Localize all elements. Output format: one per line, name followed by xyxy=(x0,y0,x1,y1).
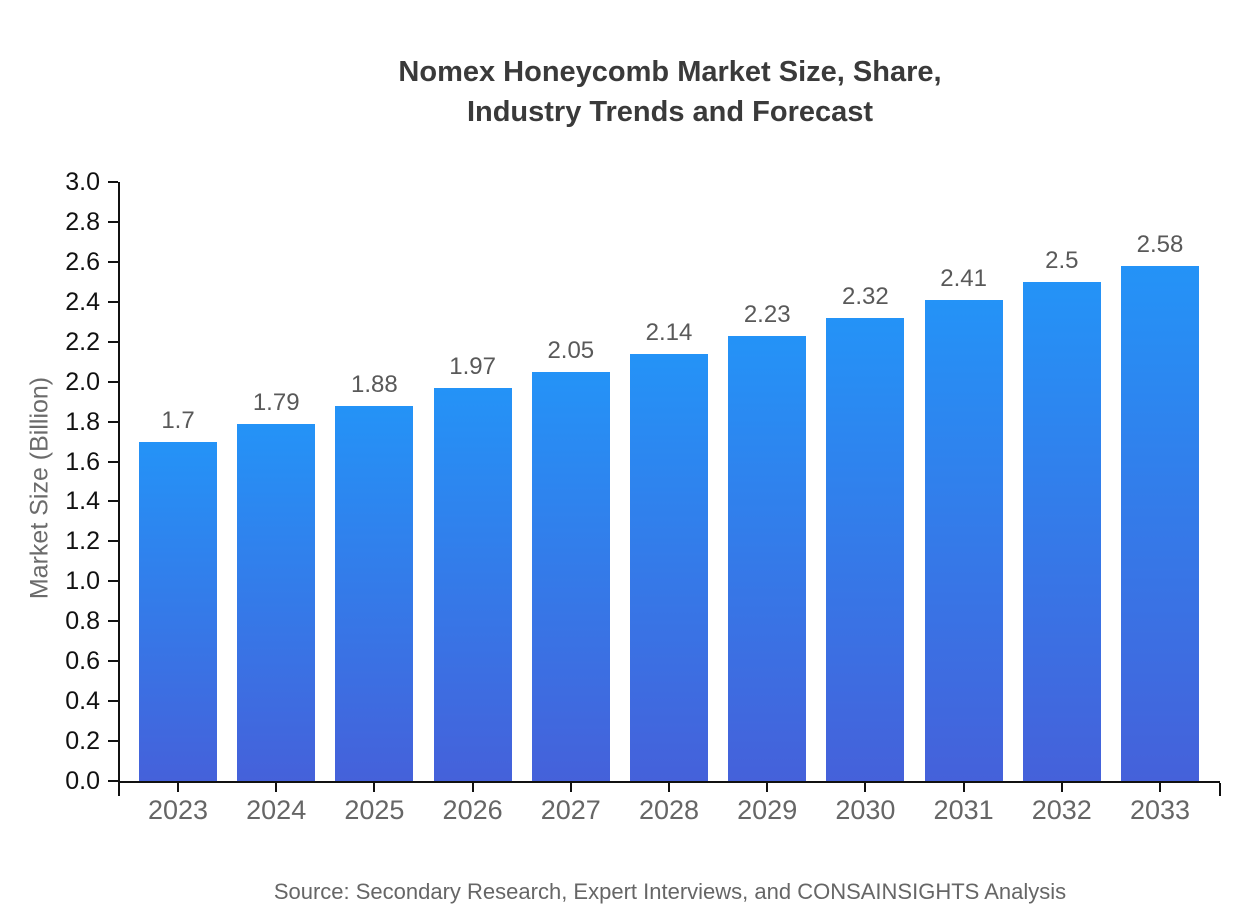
y-tick-mark xyxy=(108,780,118,782)
x-tick-label-2030: 2030 xyxy=(835,795,896,825)
x-tick-mark-2030 xyxy=(864,783,867,792)
x-tick-mark-2025 xyxy=(373,783,376,792)
x-tick-label-2033: 2033 xyxy=(1129,795,1191,825)
x-tick-label-2031: 2031 xyxy=(933,795,994,825)
bar-2032 xyxy=(1022,281,1101,781)
bar-2030 xyxy=(826,317,905,781)
y-tick-mark xyxy=(108,700,118,703)
x-tick-label-2032: 2032 xyxy=(1031,795,1092,825)
bar-2027 xyxy=(531,371,610,781)
y-tick-label: 1.8 xyxy=(65,407,100,436)
y-tick-mark xyxy=(108,500,118,503)
y-tick-mark xyxy=(108,540,118,543)
bar-2024 xyxy=(237,423,316,781)
bar-value-label-2023: 1.7 xyxy=(161,406,195,434)
bar-2026 xyxy=(433,387,512,781)
y-tick-label: 0.4 xyxy=(65,687,100,716)
y-tick-label: 3.0 xyxy=(65,168,100,196)
y-tick-mark xyxy=(108,580,118,583)
bar-value-label-2025: 1.88 xyxy=(351,370,398,398)
x-tick-mark-2028 xyxy=(668,783,670,792)
y-tick-label: 0.6 xyxy=(65,647,100,676)
x-tick-label-2029: 2029 xyxy=(737,795,798,825)
bar-2023 xyxy=(139,441,217,781)
y-tick-mark xyxy=(108,620,118,623)
x-tick-label-2024: 2024 xyxy=(246,795,307,825)
x-tick-mark-2023 xyxy=(177,783,179,792)
x-tick-mark-2029 xyxy=(766,783,769,792)
x-axis-left-end-tick xyxy=(118,783,120,796)
y-tick-label: 2.8 xyxy=(65,207,100,236)
y-tick-label: 2.2 xyxy=(65,327,100,356)
bar-2033 xyxy=(1121,265,1199,781)
bar-value-label-2026: 1.97 xyxy=(449,352,496,380)
y-tick-mark xyxy=(108,380,118,383)
y-tick-label: 0.0 xyxy=(65,767,100,795)
x-tick-label-2026: 2026 xyxy=(442,795,503,825)
y-tick-label: 1.2 xyxy=(65,527,100,556)
y-tick-mark xyxy=(108,220,118,223)
bar-value-label-2032: 2.5 xyxy=(1045,246,1079,274)
y-tick-label: 0.8 xyxy=(65,607,100,636)
bar-value-label-2029: 2.23 xyxy=(743,300,791,328)
y-tick-label: 1.4 xyxy=(65,487,100,516)
y-tick-mark xyxy=(108,460,118,463)
x-tick-mark-2033 xyxy=(1159,783,1161,792)
bar-value-label-2028: 2.14 xyxy=(645,318,693,346)
bar-2029 xyxy=(728,335,807,781)
y-tick-mark xyxy=(108,181,118,183)
bar-2025 xyxy=(335,405,414,781)
y-tick-mark xyxy=(108,300,118,303)
bar-2028 xyxy=(630,353,708,781)
y-tick-label: 2.6 xyxy=(65,247,100,276)
y-tick-mark xyxy=(108,660,118,663)
x-tick-label-2028: 2028 xyxy=(638,795,700,825)
x-tick-mark-2024 xyxy=(275,783,278,792)
chart-title: Nomex Honeycomb Market Size, Share, Indu… xyxy=(80,52,1260,132)
y-tick-label: 2.0 xyxy=(65,367,100,396)
bar-value-label-2033: 2.58 xyxy=(1136,230,1184,258)
x-tick-label-2027: 2027 xyxy=(540,795,601,825)
y-tick-label: 0.2 xyxy=(65,727,100,756)
x-tick-mark-2026 xyxy=(471,783,474,792)
x-tick-mark-2032 xyxy=(1060,783,1063,792)
bar-value-label-2031: 2.41 xyxy=(940,264,987,292)
x-axis-right-end-tick xyxy=(1219,783,1221,796)
x-tick-label-2023: 2023 xyxy=(147,795,209,825)
y-tick-label: 1.0 xyxy=(65,567,100,596)
bar-value-label-2030: 2.32 xyxy=(842,282,889,310)
y-tick-mark xyxy=(108,340,118,343)
x-tick-mark-2031 xyxy=(962,783,965,792)
source-caption: Source: Secondary Research, Expert Inter… xyxy=(273,879,1067,904)
y-tick-label: 1.6 xyxy=(65,447,100,476)
bar-value-label-2027: 2.05 xyxy=(547,336,595,364)
bar-value-label-2024: 1.79 xyxy=(252,388,300,416)
bar-2031 xyxy=(924,299,1003,781)
y-tick-label: 2.4 xyxy=(65,287,100,316)
y-tick-mark xyxy=(108,260,118,263)
chart-title-line-1: Nomex Honeycomb Market Size, Share, xyxy=(398,56,942,88)
x-tick-label-2025: 2025 xyxy=(344,795,405,825)
y-tick-mark xyxy=(108,420,118,423)
plot-area: 0.0 0.2 0.4 0.6 0.8 1.0 1.2 1.4 1.6 1.8 2.0 2.2 2.4 2… xyxy=(65,169,1221,825)
x-tick-mark-2027 xyxy=(569,783,572,792)
y-tick-mark xyxy=(108,740,118,743)
chart-title-line-2: Industry Trends and Forecast xyxy=(466,96,874,128)
